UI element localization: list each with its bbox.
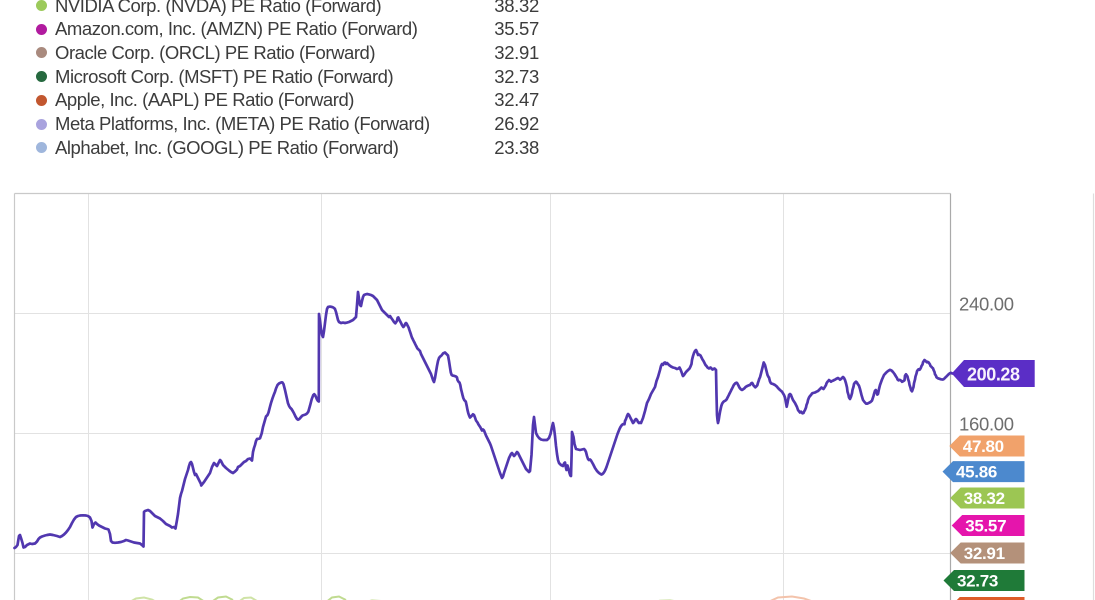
svg-text:47.80: 47.80: [963, 437, 1004, 456]
svg-text:200.28: 200.28: [967, 365, 1020, 385]
svg-text:32.91: 32.91: [964, 544, 1005, 563]
svg-text:45.86: 45.86: [956, 463, 997, 482]
svg-text:38.32: 38.32: [964, 489, 1005, 508]
svg-text:32.73: 32.73: [957, 572, 998, 591]
svg-text:35.57: 35.57: [965, 517, 1006, 536]
svg-text:160.00: 160.00: [959, 414, 1014, 435]
svg-text:32.47: 32.47: [963, 599, 1004, 600]
svg-text:240.00: 240.00: [959, 294, 1014, 315]
